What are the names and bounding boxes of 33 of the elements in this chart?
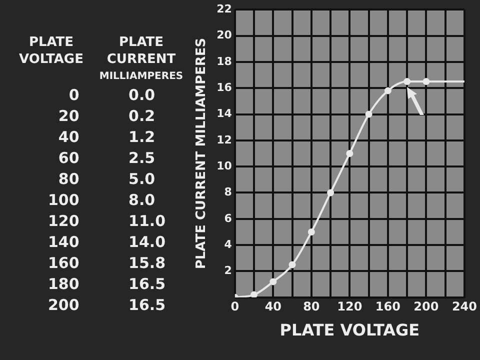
text: PLATE VOLTAGE bbox=[18, 34, 84, 69]
text: 20 0.2 bbox=[57, 106, 156, 127]
text: 80 5.0 bbox=[57, 169, 156, 190]
y-tick-label: 8 bbox=[224, 186, 232, 199]
text: 40 1.2 bbox=[57, 127, 156, 148]
text: 0 0.0 bbox=[68, 85, 156, 106]
y-tick-label: 6 bbox=[224, 212, 232, 225]
text: 180 16.5 bbox=[47, 274, 167, 295]
x-tick-label: 80 bbox=[303, 300, 320, 314]
y-tick-label: 4 bbox=[224, 238, 232, 251]
text: 200 16.5 bbox=[47, 295, 167, 316]
x-tick-label: 120 bbox=[337, 300, 362, 314]
text: 140 14.0 bbox=[47, 232, 167, 253]
y-tick-label: 10 bbox=[216, 159, 232, 172]
y-tick-label: 18 bbox=[216, 54, 232, 68]
x-tick-label: 160 bbox=[375, 300, 400, 314]
x-tick-label: 0 bbox=[230, 300, 240, 314]
text: 100 8.0 bbox=[47, 190, 156, 211]
x-tick-label: 40 bbox=[264, 300, 282, 314]
x-tick-label: 240 bbox=[452, 300, 478, 314]
text: 120 11.0 bbox=[47, 211, 167, 232]
x-tick-label: 200 bbox=[414, 300, 439, 314]
y-tick-label: 12 bbox=[216, 133, 232, 146]
y-tick-label: 22 bbox=[216, 2, 232, 16]
x-axis-title: PLATE VOLTAGE bbox=[280, 320, 420, 340]
text: 60 2.5 bbox=[57, 148, 156, 169]
text: 160 15.8 bbox=[47, 253, 167, 274]
text: PLATE CURRENT MILLIAMPERES bbox=[98, 34, 184, 84]
y-tick-label: 20 bbox=[216, 28, 232, 42]
y-tick-label: 16 bbox=[216, 80, 232, 94]
y-axis-title: PLATE CURRENT MILLIAMPERES bbox=[194, 38, 210, 270]
y-tick-label: 14 bbox=[216, 107, 232, 120]
y-tick-label: 2 bbox=[224, 264, 232, 278]
